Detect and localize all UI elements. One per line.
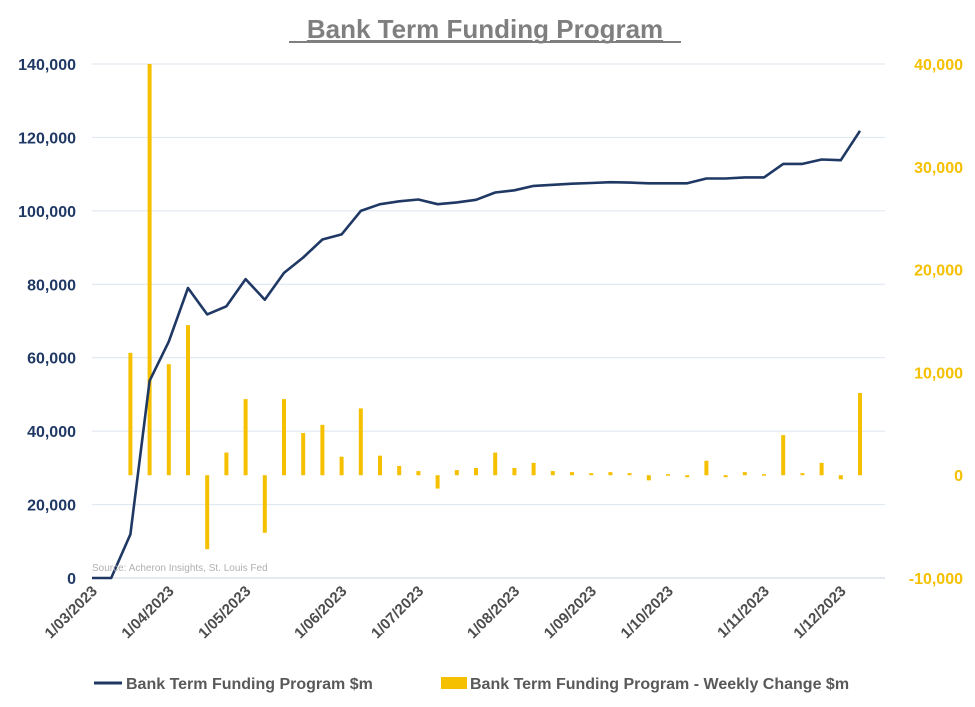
- weekly-change-bar: [358, 408, 363, 476]
- right-axis-tick-label: 10,000: [914, 365, 963, 382]
- legend-label-weekly-change: Bank Term Funding Program - Weekly Chang…: [470, 676, 849, 693]
- right-axis-tick-label: -10,000: [909, 571, 963, 588]
- weekly-change-bar: [147, 64, 152, 476]
- weekly-change-bar: [742, 472, 747, 476]
- weekly-change-bar: [282, 399, 286, 476]
- legend-label-balance: Bank Term Funding Program $m: [126, 676, 373, 693]
- weekly-change-bar: [224, 452, 229, 476]
- left-axis-tick-label: 120,000: [18, 130, 76, 147]
- weekly-change-bar: [723, 475, 728, 478]
- right-axis-tick-label: 40,000: [914, 57, 963, 74]
- weekly-change-bar: [608, 472, 613, 476]
- source-note: Source: Acheron Insights, St. Louis Fed: [92, 563, 268, 574]
- x-axis-tick-label: 1/09/2023: [541, 583, 600, 642]
- left-axis-tick-label: 60,000: [27, 351, 76, 368]
- weekly-change-bar: [474, 468, 478, 476]
- weekly-change-bar: [589, 473, 594, 476]
- gridlines: [92, 63, 885, 579]
- x-axis-tick-label: 1/12/2023: [790, 583, 849, 642]
- weekly-change-bar: [531, 462, 536, 476]
- x-axis-tick-label: 1/08/2023: [464, 583, 523, 642]
- left-axis-tick-label: 80,000: [27, 277, 76, 294]
- left-axis-tick-label: 140,000: [18, 57, 76, 74]
- chart-title: Bank Term Funding Program: [307, 14, 663, 44]
- weekly-change-bar: [570, 472, 574, 476]
- weekly-change-bar: [166, 364, 171, 476]
- left-axis-tick-label: 0: [67, 571, 76, 588]
- weekly-change-bar: [416, 471, 421, 476]
- x-axis-tick-label: 1/03/2023: [42, 583, 101, 642]
- right-axis-tick-label: 0: [954, 468, 963, 485]
- weekly-change-bar: [493, 452, 498, 476]
- weekly-change-bar: [819, 462, 824, 476]
- legend-bar-swatch: [441, 677, 467, 689]
- btfp-balance-line: [92, 130, 862, 580]
- x-axis-tick-label: 1/06/2023: [291, 583, 350, 642]
- weekly-change-bar: [378, 455, 382, 476]
- weekly-change-bars: [128, 64, 862, 550]
- x-axis-tick-label: 1/11/2023: [714, 583, 773, 642]
- left-axis-tick-label: 40,000: [27, 424, 76, 441]
- legend: Bank Term Funding Program $m Bank Term Fu…: [94, 676, 849, 693]
- weekly-change-bar: [550, 471, 555, 476]
- weekly-change-bar: [301, 433, 306, 476]
- weekly-change-bar: [320, 424, 325, 476]
- left-axis-ticks: 0 20,000 40,000 60,000 80,000 100,000 120,000 1…: [18, 57, 76, 588]
- weekly-change-bar: [128, 352, 133, 476]
- weekly-change-bar: [435, 475, 440, 489]
- x-axis-ticks: 1/03/2023 1/04/2023 1/05/2023 1/06/2023 1/07…: [42, 583, 850, 642]
- left-axis-tick-label: 100,000: [18, 204, 76, 221]
- weekly-change-bar: [646, 475, 651, 481]
- weekly-change-bar: [243, 399, 248, 476]
- weekly-change-bar: [205, 475, 210, 550]
- weekly-change-bar: [666, 474, 670, 476]
- weekly-change-bar: [781, 435, 786, 476]
- weekly-change-bar: [627, 473, 632, 476]
- weekly-change-bar: [186, 325, 190, 476]
- right-axis-ticks: -10,000 0 10,000 20,000 30,000 40,000: [909, 57, 963, 588]
- weekly-change-bar: [512, 468, 517, 476]
- weekly-change-bar: [762, 474, 766, 476]
- weekly-change-bar: [339, 456, 344, 476]
- left-axis-tick-label: 20,000: [27, 498, 76, 515]
- weekly-change-bar: [454, 470, 459, 476]
- weekly-change-bar: [704, 460, 709, 476]
- weekly-change-bar: [262, 475, 267, 533]
- right-axis-tick-label: 20,000: [914, 263, 963, 280]
- weekly-change-bar: [858, 392, 862, 476]
- x-axis-tick-label: 1/10/2023: [618, 583, 677, 642]
- x-axis-tick-label: 1/04/2023: [118, 583, 177, 642]
- x-axis-tick-label: 1/07/2023: [368, 583, 427, 642]
- x-axis-tick-label: 1/05/2023: [195, 583, 254, 642]
- weekly-change-bar: [838, 475, 843, 480]
- right-axis-tick-label: 30,000: [914, 160, 963, 177]
- weekly-change-bar: [685, 475, 690, 478]
- weekly-change-bar: [397, 465, 402, 476]
- btfp-line-layer: [92, 130, 862, 580]
- weekly-change-bar: [800, 473, 805, 476]
